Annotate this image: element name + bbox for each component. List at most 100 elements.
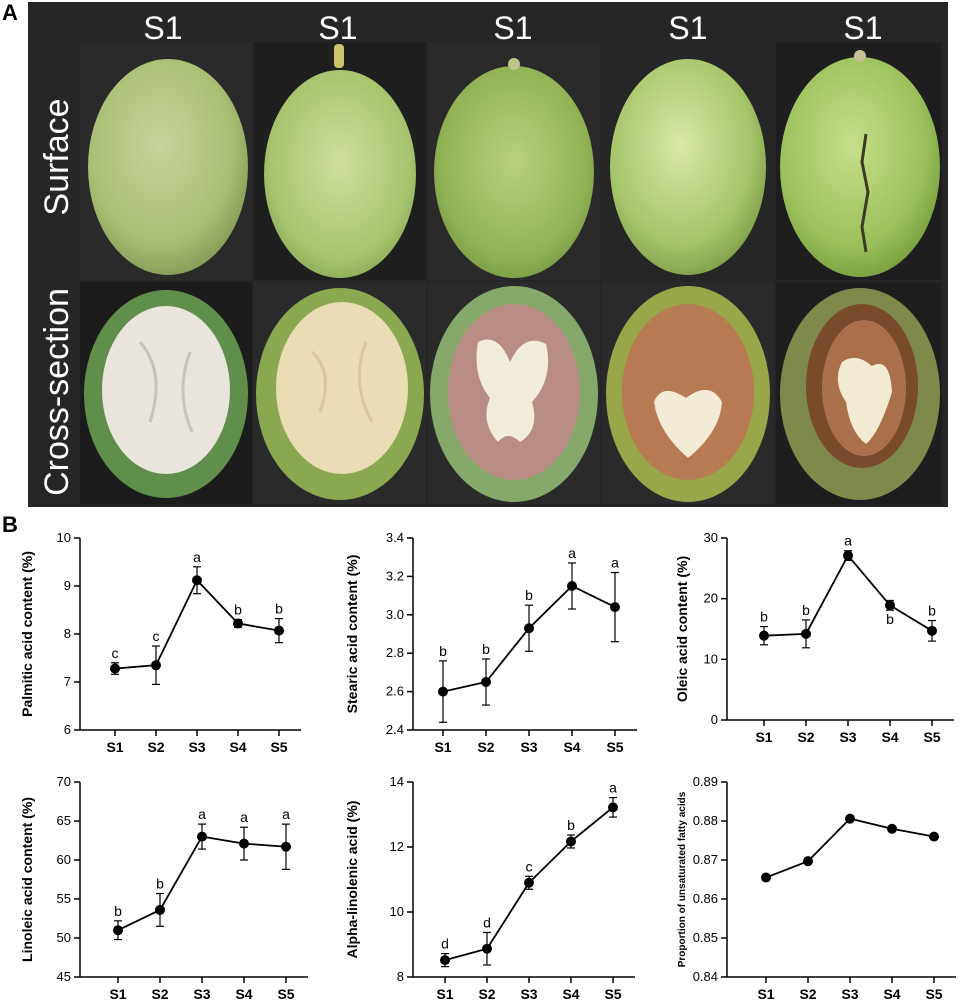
x-tick-label: S4 [562, 986, 579, 1002]
chart-oleic: 0 10 20 30 S1 S2 S3 S4 S5 Oleic acid content (%) b… [665, 528, 965, 758]
y-tick-label: 8 [64, 626, 71, 641]
significance-letter: c [526, 858, 533, 874]
y-tick-label: 12 [390, 839, 404, 854]
walnut-section-s2 [254, 282, 426, 504]
y-tick-label: 8 [397, 969, 404, 984]
significance-letter: b [525, 587, 533, 603]
x-tick-label: S5 [604, 986, 621, 1002]
walnut-surface-s2 [254, 42, 426, 280]
data-point [233, 618, 243, 629]
x-tick-label: S3 [839, 729, 856, 745]
significance-letter: b [482, 641, 490, 657]
x-tick-label: S5 [277, 986, 294, 1002]
y-tick-label: 10 [704, 651, 718, 666]
significance-letter: a [282, 806, 290, 822]
significance-letter: a [844, 533, 852, 549]
data-point [281, 841, 291, 852]
y-tick-label: 0.84 [693, 969, 718, 984]
significance-letter: b [802, 602, 810, 618]
y-tick-label: 50 [57, 930, 71, 945]
y-axis-title: Oleic acid content (%) [674, 556, 690, 702]
data-point [929, 831, 939, 842]
chart-linoleic: 45 50 55 60 65 70 S1 S2 S3 S4 S5 Linoleic acid cont… [10, 772, 310, 1004]
x-tick-label: S4 [881, 729, 898, 745]
y-tick-label: 7 [64, 674, 71, 689]
data-point [274, 625, 284, 636]
data-point [885, 600, 895, 611]
y-tick-label: 10 [390, 904, 404, 919]
data-point [110, 663, 120, 674]
significance-letter: b [439, 643, 447, 659]
panel-a-letter: A [2, 0, 18, 25]
significance-letter: a [193, 549, 201, 565]
y-tick-label: 0.87 [693, 852, 718, 867]
stage-header-3: S1 [493, 10, 533, 46]
significance-letter: a [240, 809, 248, 825]
significance-letter: b [567, 817, 575, 833]
x-tick-label: S5 [923, 729, 940, 745]
y-axis-title: Alpha-linolenic acid (%) [344, 801, 360, 959]
y-tick-label: 10 [57, 530, 71, 545]
significance-letter: a [609, 780, 617, 796]
stage-header-2: S1 [318, 10, 358, 46]
data-point [803, 856, 813, 867]
significance-letter: d [441, 936, 449, 952]
data-point [887, 823, 897, 834]
x-tick-label: S4 [235, 986, 252, 1002]
x-tick-label: S2 [799, 986, 816, 1002]
data-point [197, 831, 207, 842]
y-tick-label: 2.8 [386, 645, 404, 660]
significance-letter: b [275, 601, 283, 617]
y-tick-label: 9 [64, 578, 71, 593]
chart-stearic: 2.4 2.6 2.8 3.0 3.2 3.4 S1 S2 S3 S4 S5 Stearic acid… [335, 528, 645, 758]
x-tick-label: S2 [797, 729, 814, 745]
walnut-section-s4 [602, 282, 774, 504]
stage-header-4: S1 [668, 10, 708, 46]
y-axis-title: Linoleic acid content (%) [19, 797, 35, 962]
x-tick-label: S5 [925, 986, 942, 1002]
x-tick-label: S5 [606, 739, 623, 755]
chart-alpha-linolenic: 8 10 12 14 S1 S2 S3 S4 S5 Alpha-linolenic acid (%… [335, 772, 645, 1004]
walnut-surface-s4 [602, 42, 774, 280]
data-point [239, 838, 249, 849]
data-point [482, 943, 492, 954]
data-point [843, 550, 853, 561]
significance-letter: b [760, 609, 768, 625]
data-point [610, 602, 620, 613]
y-tick-label: 3.0 [386, 607, 404, 622]
data-point [567, 581, 577, 591]
y-tick-label: 0.88 [693, 813, 718, 828]
data-point [845, 813, 855, 824]
x-tick-label: S3 [188, 739, 205, 755]
y-tick-label: 0.85 [693, 930, 718, 945]
data-point [524, 623, 534, 634]
y-tick-label: 70 [57, 774, 71, 789]
y-tick-label: 45 [57, 969, 71, 984]
x-tick-label: S1 [436, 986, 453, 1002]
data-point [113, 925, 123, 936]
significance-letter: b [928, 603, 936, 619]
row-label-surface: Surface [38, 98, 76, 216]
significance-letter: b [886, 611, 894, 627]
walnut-surface-s3 [428, 42, 600, 280]
data-point [155, 904, 165, 915]
walnut-surface-s1 [80, 42, 252, 280]
walnut-section-s3 [428, 282, 600, 504]
walnut-section-s5 [776, 282, 942, 504]
x-tick-label: S2 [147, 739, 164, 755]
significance-letter: b [114, 903, 122, 919]
series-line [765, 817, 935, 879]
data-point [481, 677, 491, 687]
x-tick-label: S1 [109, 986, 126, 1002]
significance-letter: d [483, 914, 491, 930]
stage-header-1: S1 [143, 10, 183, 46]
significance-letter: b [156, 876, 164, 892]
data-point [151, 660, 161, 671]
y-tick-label: 3.2 [386, 568, 404, 583]
y-tick-label: 0.86 [693, 891, 718, 906]
significance-letter: c [153, 628, 160, 644]
significance-letter: a [568, 545, 576, 561]
significance-letter: a [611, 555, 619, 571]
data-point [438, 686, 448, 697]
series-line [117, 835, 287, 932]
